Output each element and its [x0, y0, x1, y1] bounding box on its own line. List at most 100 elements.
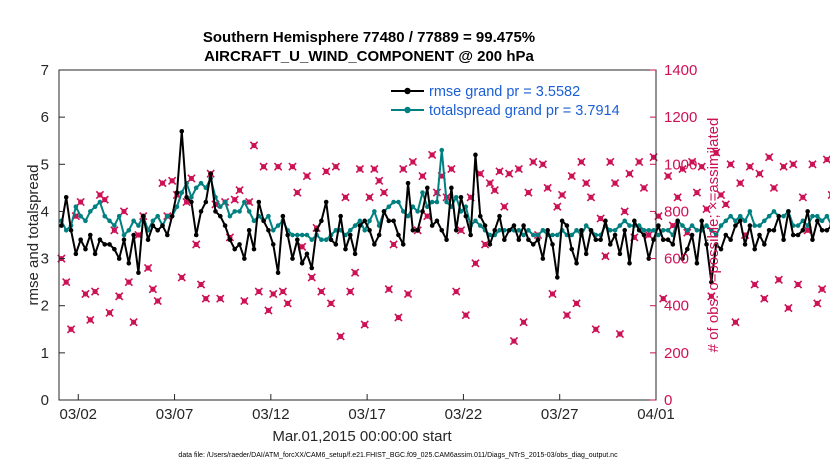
rmse-point: [521, 223, 526, 228]
totalspread-point: [540, 227, 546, 233]
totalspread-point: [391, 199, 396, 205]
totalspread-point: [198, 180, 204, 186]
totalspread-point: [723, 218, 729, 224]
totalspread-point: [641, 227, 647, 233]
obs-count-marker: [639, 183, 649, 193]
obs-count-marker: [456, 226, 466, 235]
obs-assimilated-cross: [712, 148, 721, 157]
obs-count-marker: [731, 318, 740, 327]
rmse-point: [593, 237, 599, 243]
totalspread-point: [232, 209, 238, 214]
totalspread-point: [352, 223, 358, 228]
obs-assimilated-cross: [447, 164, 456, 174]
obs-assimilated-cross: [490, 186, 499, 195]
obs-assimilated-cross: [240, 296, 249, 306]
totalspread-point: [757, 223, 762, 228]
totalspread-point: [420, 190, 425, 195]
obs-count-markers: [57, 141, 830, 346]
totalspread-point: [752, 223, 757, 228]
rmse-point: [482, 223, 488, 228]
rmse-point: [776, 213, 782, 219]
rmse-point: [670, 242, 676, 247]
obs-assimilated-cross: [124, 277, 133, 287]
obs-assimilated-cross: [360, 320, 369, 329]
obs-count-marker: [346, 287, 355, 296]
y2-axis-label: # of obs: o=possible; ×=assimilated: [705, 118, 722, 353]
obs-assimilated-cross: [346, 287, 355, 296]
obs-count-marker: [663, 171, 673, 181]
obs-assimilated-cross: [726, 160, 735, 169]
obs-assimilated-cross: [731, 318, 740, 327]
rmse-point: [786, 209, 791, 214]
totalspread-point: [453, 194, 459, 200]
obs-count-marker: [370, 164, 379, 174]
obs-assimilated-cross: [370, 164, 379, 174]
obs-assimilated-cross: [158, 178, 167, 188]
obs-assimilated-cross: [659, 294, 668, 303]
totalspread-point: [439, 147, 445, 153]
rmse-point: [583, 251, 589, 257]
obs-count-marker: [187, 174, 196, 183]
obs-count-marker: [153, 296, 162, 306]
rmse-point: [362, 218, 368, 224]
rmse-point: [261, 218, 266, 224]
obs-count-marker: [283, 299, 292, 308]
y-tick-label: 3: [41, 251, 49, 268]
rmse-point: [290, 256, 295, 261]
obs-count-marker: [808, 160, 817, 169]
totalspread-point: [477, 223, 483, 228]
totalspread-point: [270, 227, 276, 233]
obs-assimilated-cross: [586, 193, 596, 202]
obs-assimilated-cross: [418, 171, 427, 181]
obs-assimilated-cross: [736, 178, 745, 188]
obs-assimilated-cross: [249, 141, 259, 150]
obs-count-marker: [230, 195, 239, 204]
totalspread-point: [83, 218, 88, 224]
obs-count-marker: [764, 153, 774, 162]
obs-assimilated-cross: [504, 169, 514, 178]
totalspread-point: [429, 199, 435, 205]
right-y-axis: 0 200 400 600 800 1000 1200 1400: [650, 62, 697, 409]
obs-assimilated-cross: [403, 289, 413, 299]
obs-assimilated-cross: [110, 226, 119, 235]
rmse-point: [112, 246, 117, 252]
rmse-point: [198, 209, 204, 214]
rmse-point: [617, 251, 623, 257]
obs-assimilated-cross: [293, 188, 302, 197]
obs-assimilated-cross: [76, 197, 85, 207]
obs-assimilated-cross: [374, 176, 384, 185]
rmse-point: [603, 218, 608, 224]
obs-count-marker: [216, 294, 225, 303]
rmse-point: [564, 223, 570, 228]
rmse-point: [497, 213, 502, 219]
obs-count-marker: [66, 325, 76, 334]
obs-count-marker: [514, 164, 523, 174]
obs-assimilated-cross: [813, 299, 822, 308]
obs-assimilated-cross: [509, 336, 519, 346]
x-tick-label: 03/27: [541, 406, 579, 423]
rmse-series: [59, 128, 830, 285]
rmse-point: [323, 199, 329, 205]
obs-assimilated-cross: [495, 167, 504, 176]
obs-count-marker: [755, 169, 764, 178]
obs-assimilated-cross: [452, 287, 461, 296]
obs-count-marker: [293, 188, 302, 197]
totalspread-point: [627, 223, 632, 228]
y-tick-label: 2: [41, 298, 49, 315]
rmse-point: [612, 232, 618, 238]
rmse-point: [458, 194, 464, 200]
obs-count-marker: [105, 308, 114, 317]
obs-count-marker: [644, 230, 653, 240]
obs-assimilated-cross: [827, 190, 830, 200]
obs-assimilated-cross: [721, 200, 730, 209]
obs-count-marker: [760, 294, 769, 303]
rmse-point: [747, 223, 753, 228]
rmse-point: [579, 227, 584, 233]
obs-assimilated-cross: [235, 186, 244, 195]
obs-assimilated-cross: [365, 193, 374, 202]
y2-tick-label: 1000: [664, 156, 697, 173]
totalspread-point: [251, 218, 257, 224]
rmse-point: [713, 242, 719, 247]
obs-count-marker: [726, 160, 735, 169]
rmse-point: [251, 246, 257, 252]
